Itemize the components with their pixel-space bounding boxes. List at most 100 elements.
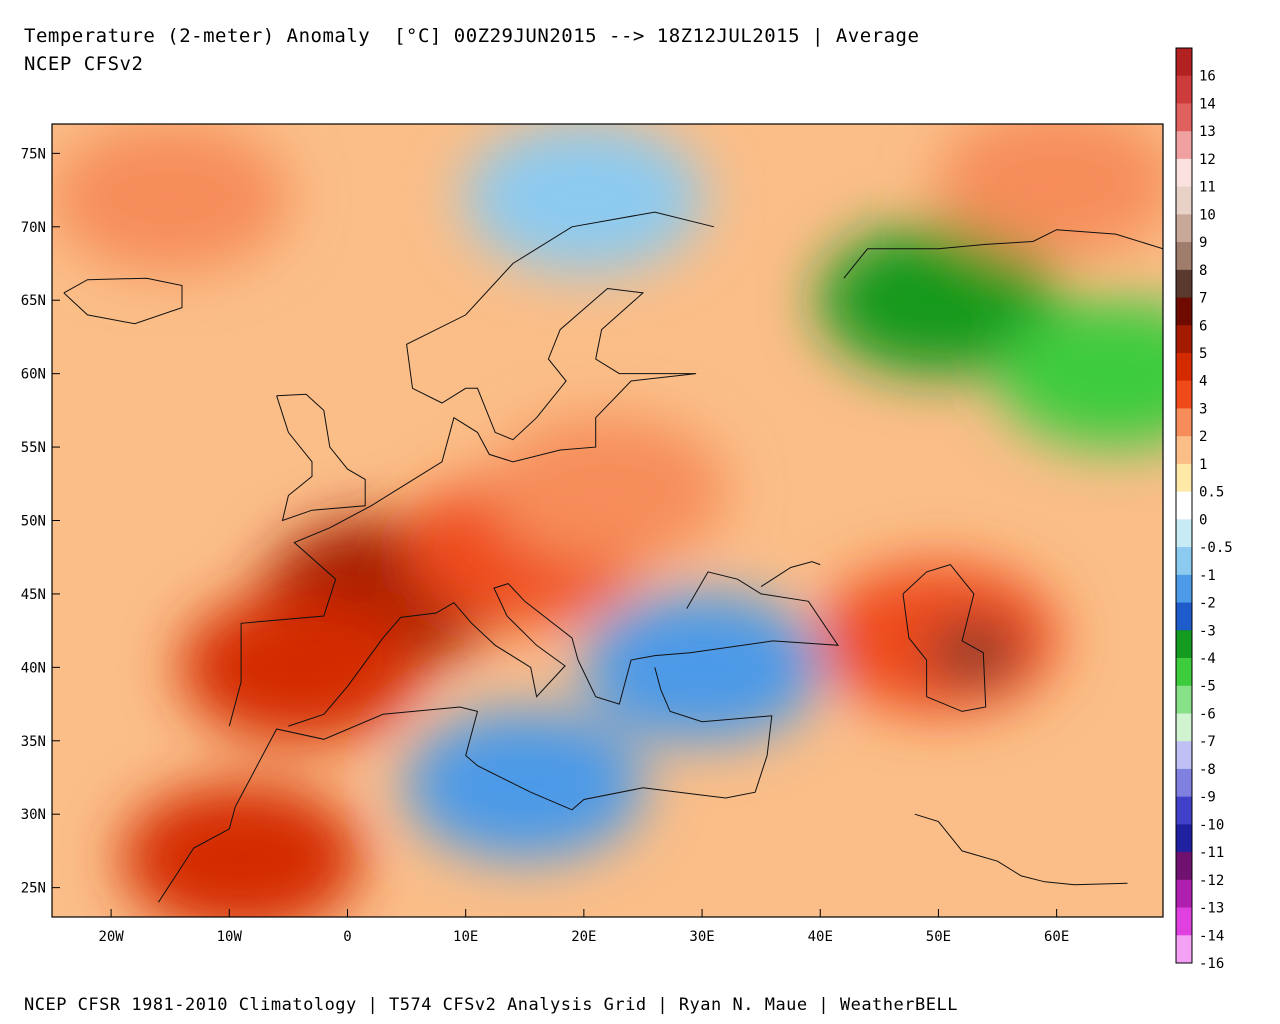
footer-credit: NCEP CFSR 1981-2010 Climatology | T574 C… [24,995,958,1015]
lon-tick-label: 30E [689,929,714,945]
anomaly-field [52,124,1163,917]
colorbar-swatch [1176,574,1192,604]
colorbar-swatch [1176,852,1192,881]
colorbar-swatch [1176,186,1192,215]
colorbar-swatch [1176,935,1192,964]
colorbar-label: -8 [1199,762,1216,778]
coastline [288,571,839,727]
colorbar-swatch [1176,796,1192,825]
coastline [760,561,821,588]
colorbar-label: -9 [1199,790,1216,806]
lon-tick-label: 20W [98,929,124,945]
colorbar-swatch [1176,325,1192,354]
colorbar-label: 7 [1199,291,1207,307]
lat-tick-label: 70N [21,220,46,236]
colorbar-label: 6 [1199,318,1207,334]
colorbar-label: 0.5 [1199,485,1224,501]
map-subtitle: NCEP CFSv2 [24,53,144,75]
coastline [63,277,183,325]
lat-tick-label: 65N [21,293,46,309]
colorbar-label: -16 [1199,956,1224,972]
colorbar-swatch [1176,131,1192,160]
colorbar: 16 14 13 12 11 10 9 8 7 6 5 4 3 2 1 0.5 0 -0.5 -1 -2 -3 -4 -5 -… [1175,47,1233,972]
lon-tick-label: 20E [571,929,596,945]
colorbar-swatch [1176,713,1192,742]
colorbar-label: -10 [1199,817,1224,833]
colorbar-label: 16 [1199,69,1216,85]
colorbar-label: 1 [1199,457,1207,473]
colorbar-swatch [1176,768,1192,798]
colorbar-label: 3 [1199,401,1207,417]
anomaly-region [995,298,1163,449]
colorbar-label: -7 [1199,734,1216,750]
colorbar-frame [1175,47,1193,964]
coastline [902,564,987,712]
latitude-axis: 25N 30N 35N 40N 45N 50N 55N 60N 65N 70N 75N [21,146,60,897]
colorbar-swatch [1176,158,1192,188]
anomaly-region [936,124,1163,258]
anomaly-region [487,416,728,567]
colorbar-label: -1 [1199,568,1216,584]
lon-tick-label: 50E [926,929,951,945]
colorbar-swatch [1176,463,1192,493]
lon-tick-label: 10E [453,929,478,945]
colorbar-swatch [1176,297,1192,326]
colorbar-swatch [1176,214,1192,243]
colorbar-label: 12 [1199,152,1216,168]
colorbar-label: 2 [1199,429,1207,445]
colorbar-label: 9 [1199,235,1207,251]
lat-tick-label: 35N [21,734,46,750]
anomaly-region [52,124,291,273]
colorbar-label: -4 [1199,651,1216,667]
colorbar-label: -5 [1199,679,1216,695]
anomaly-region [404,709,645,860]
colorbar-label: -0.5 [1199,540,1233,556]
colorbar-swatch [1176,436,1192,465]
anomaly-region [180,592,421,743]
anomaly-region [121,783,362,917]
colorbar-swatch [1176,547,1192,576]
lon-tick-label: 10W [217,929,243,945]
lat-tick-label: 40N [21,660,46,676]
anomaly-region [463,124,704,273]
colorbar-label: -13 [1199,901,1224,917]
coastline [228,211,715,727]
anomaly-region [818,225,1059,376]
colorbar-swatch [1176,269,1192,299]
colorbar-swatch [1176,408,1192,437]
colorbar-label: -3 [1199,623,1216,639]
map-title: Temperature (2-meter) Anomaly [°C] 00Z29… [24,25,920,47]
coastline [914,813,1128,886]
anomaly-region [929,624,1019,681]
coastline [276,393,366,522]
colorbar-label: 10 [1199,207,1216,223]
colorbar-label: 0 [1199,512,1207,528]
colorbar-swatch [1176,48,1192,77]
longitude-axis: 20W 10W 0 10E 20E 30E 40E 50E 60E [98,909,1069,945]
coastlines [63,211,1163,903]
plot-area [51,123,1164,918]
colorbar-swatch [1176,602,1192,631]
colorbar-swatch [1176,907,1192,936]
colorbar-swatch [1176,75,1192,104]
lat-tick-label: 45N [21,587,46,603]
colorbar-swatch [1176,519,1192,548]
colorbar-swatch [1176,103,1192,132]
lat-tick-label: 50N [21,514,46,530]
lat-tick-label: 55N [21,440,46,456]
colorbar-label: 11 [1199,180,1216,196]
coastline [157,667,773,903]
colorbar-label: -12 [1199,873,1224,889]
colorbar-label: -14 [1199,928,1224,944]
colorbar-swatch [1176,824,1192,853]
colorbar-swatch [1176,491,1192,520]
anomaly-region [582,592,823,743]
lat-tick-label: 30N [21,807,46,823]
colorbar-label: -11 [1199,845,1224,861]
lat-tick-label: 25N [21,881,46,897]
colorbar-swatch [1176,380,1192,409]
colorbar-swatch [1176,741,1192,770]
colorbar-label: 13 [1199,124,1216,140]
lon-tick-label: 0 [343,929,351,945]
colorbar-label: -6 [1199,706,1216,722]
